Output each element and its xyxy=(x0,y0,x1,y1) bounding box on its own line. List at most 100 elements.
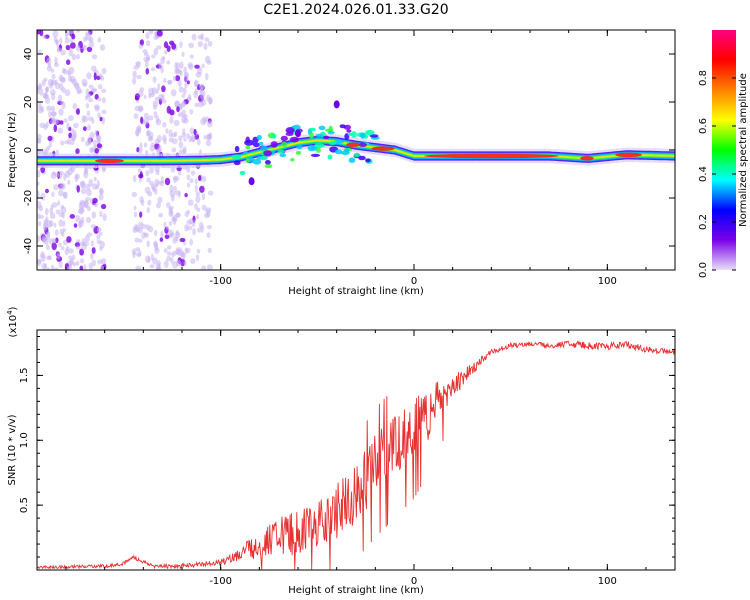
noise-blob xyxy=(70,128,75,134)
noise-blob xyxy=(65,266,70,270)
noise-blob xyxy=(207,40,213,47)
noise-blob xyxy=(59,120,64,125)
noise-blob xyxy=(101,109,107,115)
noise-blob xyxy=(166,251,172,256)
noise-blob xyxy=(39,253,46,259)
noise-blob xyxy=(80,216,85,224)
spectral-blob xyxy=(277,149,285,154)
noise-blob xyxy=(101,67,107,75)
noise-blob xyxy=(162,55,166,61)
noise-blob xyxy=(135,224,141,233)
xtick-label: -100 xyxy=(209,276,232,287)
noise-blob xyxy=(101,97,106,104)
noise-blob xyxy=(151,54,156,59)
noise-blob xyxy=(175,75,181,82)
ytick-label: -20 xyxy=(23,190,34,206)
noise-blob xyxy=(143,142,148,148)
noise-blob xyxy=(64,140,69,145)
noise-blob xyxy=(91,54,98,60)
ytick-label: 40 xyxy=(23,48,34,61)
noise-blob xyxy=(166,60,171,65)
spectral-blob xyxy=(328,141,337,146)
noise-blob xyxy=(171,43,177,50)
noise-blob xyxy=(132,70,137,79)
noise-blob xyxy=(201,265,207,270)
noise-blob xyxy=(168,129,173,138)
noise-blob xyxy=(85,88,90,95)
noise-blob xyxy=(162,122,167,128)
colorbar-gradient xyxy=(712,30,736,270)
spectral-blob xyxy=(334,139,344,144)
noise-blob xyxy=(39,214,45,219)
noise-blob xyxy=(37,181,40,186)
noise-blob xyxy=(146,177,151,183)
spectral-blob xyxy=(346,129,352,133)
noise-blob xyxy=(164,234,170,240)
noise-blob xyxy=(51,242,57,251)
ytick-label: 20 xyxy=(23,96,34,109)
noise-blob xyxy=(198,175,202,181)
noise-blob xyxy=(49,220,54,227)
noise-blob xyxy=(189,54,194,59)
noise-blob xyxy=(76,185,81,193)
noise-blob xyxy=(184,193,188,198)
noise-blob xyxy=(54,229,59,236)
noise-blob xyxy=(49,212,56,219)
spectral-blob xyxy=(279,153,287,158)
noise-blob xyxy=(89,131,95,139)
colorbar-tick-label: 0.4 xyxy=(698,166,709,182)
noise-blob xyxy=(97,97,102,102)
noise-blob xyxy=(188,63,194,70)
noise-blob xyxy=(56,252,61,260)
noise-blob xyxy=(86,183,91,191)
noise-blob xyxy=(75,45,81,52)
noise-blob xyxy=(80,201,86,208)
spectral-blob xyxy=(335,149,343,155)
noise-blob xyxy=(176,106,180,113)
noise-blob xyxy=(64,89,71,97)
noise-blob xyxy=(41,79,46,87)
spectral-blob xyxy=(260,145,268,151)
noise-blob xyxy=(194,203,198,210)
noise-blob xyxy=(88,84,94,90)
noise-blob xyxy=(194,88,198,94)
noise-blob xyxy=(50,204,54,210)
noise-blob xyxy=(68,66,75,75)
noise-blob xyxy=(183,137,187,142)
noise-blob xyxy=(149,264,155,269)
noise-blob xyxy=(183,66,187,75)
noise-blob xyxy=(66,69,70,75)
noise-blob xyxy=(180,252,186,260)
noise-blob xyxy=(140,199,145,206)
spectral-blob xyxy=(234,145,240,153)
noise-blob xyxy=(71,33,76,40)
spectral-blob xyxy=(295,150,302,155)
noise-blob xyxy=(39,30,44,37)
noise-blob xyxy=(75,214,81,223)
noise-blob xyxy=(97,226,102,233)
xtick-label: 100 xyxy=(598,276,617,287)
colorbar-label: Normalized spectral amplitude xyxy=(738,73,749,227)
noise-blob xyxy=(147,256,151,263)
snr-frame xyxy=(36,329,676,571)
noise-blob xyxy=(206,225,212,230)
spectral-blob xyxy=(270,141,278,148)
noise-blob xyxy=(186,133,190,140)
noise-blob xyxy=(138,105,143,113)
noise-blob xyxy=(159,237,164,242)
noise-blob xyxy=(139,171,143,179)
noise-blob xyxy=(167,245,172,250)
noise-blob xyxy=(69,214,76,219)
noise-blob xyxy=(186,80,190,85)
spectral-blob xyxy=(264,160,271,165)
noise-blob xyxy=(133,205,137,211)
noise-blob xyxy=(68,48,74,57)
noise-blob xyxy=(192,227,197,236)
spectral-blob xyxy=(289,136,299,143)
noise-blob xyxy=(45,86,49,94)
noise-blob xyxy=(168,221,173,226)
noise-blob xyxy=(57,200,61,207)
noise-blob xyxy=(98,193,104,201)
noise-blob xyxy=(40,192,46,201)
noise-blob xyxy=(205,72,209,81)
